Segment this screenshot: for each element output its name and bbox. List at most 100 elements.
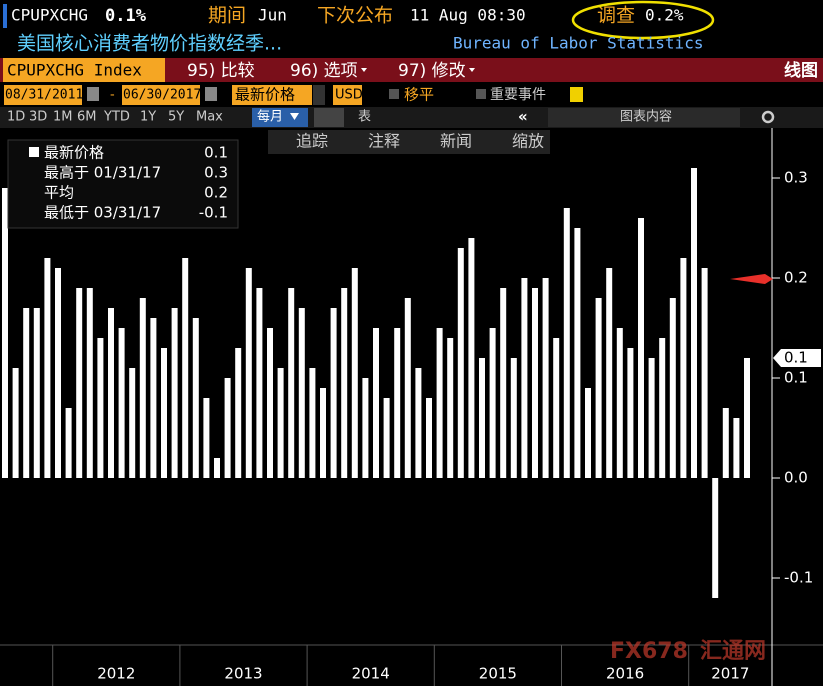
year-label: 2017 xyxy=(711,665,749,683)
range-button[interactable]: 1D xyxy=(7,110,25,125)
checkbox[interactable] xyxy=(476,89,486,99)
bar xyxy=(648,358,655,478)
bar xyxy=(468,238,475,478)
bar xyxy=(214,458,220,478)
bar xyxy=(479,358,485,478)
year-label: 2016 xyxy=(606,665,644,683)
legend-value: 0.2 xyxy=(204,184,228,202)
bar xyxy=(500,288,507,478)
bar xyxy=(288,288,295,478)
end-date[interactable]: 06/30/2017 xyxy=(123,88,201,103)
description: 美国核心消费者物价指数经季... xyxy=(17,33,282,55)
bar xyxy=(744,358,750,478)
bar xyxy=(150,318,157,478)
legend-name: 最高于 01/31/17 xyxy=(44,164,161,182)
info-icon[interactable] xyxy=(570,87,583,102)
legend-swatch xyxy=(29,147,39,157)
y-tick-label: 0.2 xyxy=(784,269,808,287)
bar xyxy=(373,328,379,478)
bar xyxy=(351,268,358,478)
field-dropdown[interactable] xyxy=(313,85,325,105)
bar xyxy=(606,268,613,478)
chart-tool[interactable]: 缩放 xyxy=(512,132,544,151)
year-label: 2012 xyxy=(97,665,135,683)
bar xyxy=(616,328,623,478)
bar xyxy=(320,388,326,478)
settings-icon[interactable] xyxy=(761,110,775,124)
chart-content[interactable]: 图表内容 xyxy=(620,109,672,125)
next-release: 11 Aug 08:30 xyxy=(410,6,526,25)
last-label: 0.1 xyxy=(784,349,808,367)
legend xyxy=(7,139,239,229)
currency[interactable]: USD xyxy=(335,88,363,103)
collapse[interactable]: « xyxy=(518,108,528,126)
events[interactable]: 重要事件 xyxy=(490,87,546,103)
bar xyxy=(563,208,570,478)
chart-tool[interactable]: 注释 xyxy=(368,132,400,151)
end-date-box[interactable] xyxy=(122,85,200,105)
chart-content-box[interactable] xyxy=(548,108,740,127)
bar xyxy=(161,348,167,478)
bar xyxy=(65,408,72,478)
range-button[interactable]: 5Y xyxy=(168,110,184,125)
next-release-label: 下次公布 xyxy=(317,5,393,27)
chart-tool[interactable]: 追踪 xyxy=(296,132,328,151)
checkbox[interactable] xyxy=(389,89,399,99)
bar xyxy=(457,248,464,478)
bar xyxy=(510,358,517,478)
bar xyxy=(659,338,666,478)
survey-label: 调查 xyxy=(597,5,635,27)
frequency[interactable]: 每月 xyxy=(257,109,283,125)
field-box[interactable] xyxy=(232,85,312,105)
range-button[interactable]: Max xyxy=(196,110,223,125)
compare-menu[interactable]: 95) 比较 xyxy=(187,61,255,81)
bar xyxy=(638,218,644,478)
legend-value: 0.1 xyxy=(204,144,228,162)
bar xyxy=(309,368,316,478)
period: Jun xyxy=(258,6,287,25)
modify-menu[interactable]: 97) 修改 xyxy=(398,61,466,81)
start-date-box[interactable] xyxy=(4,85,82,105)
bar xyxy=(267,328,273,478)
bar xyxy=(669,298,676,478)
range-button[interactable]: 1M xyxy=(53,110,73,125)
watermark: FX678 xyxy=(610,639,688,664)
chart-type[interactable]: 线图 xyxy=(784,60,818,81)
security-box[interactable] xyxy=(3,58,165,82)
bar xyxy=(235,348,242,478)
bar xyxy=(691,168,697,478)
bar xyxy=(595,298,602,478)
source: Bureau of Labor Statistics xyxy=(453,34,703,53)
calendar-icon[interactable] xyxy=(205,87,217,101)
frequency-box[interactable] xyxy=(252,108,308,127)
frequency-arrow xyxy=(290,113,299,120)
field[interactable]: 最新价格 xyxy=(235,86,295,104)
start-date[interactable]: 08/31/2011 xyxy=(5,88,83,103)
currency-box[interactable] xyxy=(333,85,362,105)
bar xyxy=(192,318,199,478)
bar xyxy=(383,398,390,478)
range-button[interactable]: YTD xyxy=(103,110,130,125)
moving-avg[interactable]: 移平 xyxy=(404,86,434,104)
bar xyxy=(12,368,19,478)
table-tab[interactable]: 表 xyxy=(358,110,371,125)
bar xyxy=(224,378,231,478)
date-separator: - xyxy=(110,88,115,103)
range-button[interactable]: 3D xyxy=(29,110,47,125)
plot: -0.1 0.0 0.1 0.2 0.3 2012 2013 2014 2015 2016 2017… xyxy=(2,168,821,686)
line-icon[interactable] xyxy=(314,108,344,127)
chart-tool[interactable]: 新闻 xyxy=(440,132,472,151)
options-menu[interactable]: 96) 选项 xyxy=(290,61,358,81)
year-label: 2014 xyxy=(352,665,390,683)
calendar-icon[interactable] xyxy=(87,87,99,101)
y-tick-label: 0.1 xyxy=(784,369,808,387)
bar xyxy=(108,308,114,478)
bar xyxy=(521,278,528,478)
range-button[interactable]: 1Y xyxy=(140,110,156,125)
security[interactable]: CPUPXCHG Index xyxy=(7,61,142,80)
range-button[interactable]: 6M xyxy=(77,110,97,125)
bar xyxy=(245,268,252,478)
ranges: 1D 3D 1M 6M YTD 1Y 5Y Max xyxy=(7,110,223,125)
